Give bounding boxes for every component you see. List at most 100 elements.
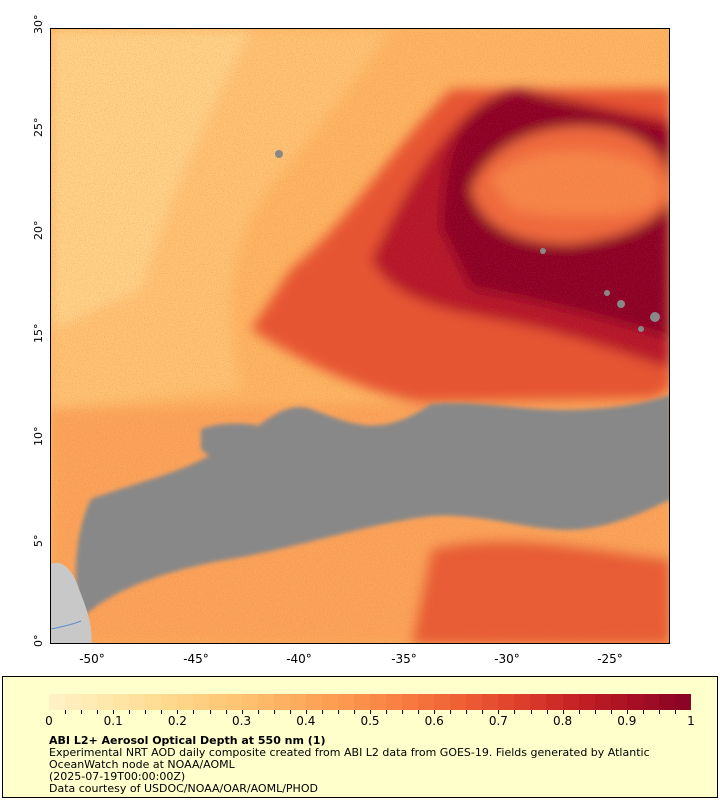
colorbar-tick-label: 1: [687, 714, 695, 728]
colorbar-segment: [434, 694, 451, 710]
colorbar-tick-mark: [466, 710, 468, 714]
colorbar-segment: [145, 694, 162, 710]
colorbar-tick-mark: [81, 710, 83, 714]
colorbar-segment: [594, 694, 611, 710]
colorbar-tick-mark: [514, 710, 516, 714]
aod-map-canvas: [51, 29, 669, 643]
lon-tick-40: -40°: [286, 652, 312, 666]
colorbar-segment: [498, 694, 515, 710]
colorbar: [49, 694, 691, 710]
colorbar-tick-mark: [257, 710, 259, 714]
legend-date: (2025-07-19T00:00:00Z): [49, 770, 186, 783]
lat-tick-30: 30°: [32, 14, 45, 35]
legend-description: Experimental NRT AOD daily composite cre…: [49, 746, 650, 759]
colorbar-tick-label: 0.9: [617, 714, 637, 728]
colorbar-tick-mark: [626, 710, 628, 714]
colorbar-tick-mark: [562, 710, 564, 714]
colorbar-tick-mark: [129, 710, 131, 714]
colorbar-tick-mark: [193, 710, 195, 714]
colorbar-tick-mark: [97, 710, 99, 714]
colorbar-segment: [626, 694, 643, 710]
colorbar-segment: [273, 694, 290, 710]
colorbar-tick-label: 0.4: [296, 714, 316, 728]
colorbar-segment: [514, 694, 531, 710]
colorbar-segment: [241, 694, 258, 710]
lat-tick-15: 15°: [32, 323, 45, 344]
lon-tick-45: -45°: [183, 652, 209, 666]
colorbar-segment: [321, 694, 338, 710]
colorbar-segment: [562, 694, 579, 710]
colorbar-tick-mark: [530, 710, 532, 714]
colorbar-segment: [113, 694, 130, 710]
colorbar-segment: [546, 694, 563, 710]
colorbar-segment: [193, 694, 210, 710]
colorbar-tick-mark: [305, 710, 307, 714]
colorbar-tick-mark: [658, 710, 660, 714]
colorbar-segment: [642, 694, 659, 710]
colorbar-segment: [402, 694, 419, 710]
colorbar-tick-mark: [145, 710, 147, 714]
colorbar-segment: [466, 694, 483, 710]
lat-tick-20: 20°: [32, 220, 45, 241]
colorbar-segment: [530, 694, 547, 710]
colorbar-tick-mark: [482, 710, 484, 714]
colorbar-tick-mark: [289, 710, 291, 714]
colorbar-tick-mark: [113, 710, 115, 714]
colorbar-segment: [97, 694, 114, 710]
colorbar-segment: [49, 694, 66, 710]
lon-tick-35: -35°: [391, 652, 417, 666]
colorbar-tick-mark: [386, 710, 388, 714]
colorbar-tick-label: 0.3: [232, 714, 252, 728]
colorbar-tick-mark: [337, 710, 339, 714]
colorbar-tick-mark: [353, 710, 355, 714]
colorbar-tick-label: 0.8: [553, 714, 573, 728]
colorbar-segment: [161, 694, 178, 710]
colorbar-tick-label: 0.6: [424, 714, 444, 728]
colorbar-segment: [81, 694, 98, 710]
colorbar-segment: [225, 694, 242, 710]
colorbar-tick-mark: [177, 710, 179, 714]
lat-tick-10: 10°: [32, 426, 45, 447]
colorbar-segment: [177, 694, 194, 710]
colorbar-tick-mark: [273, 710, 275, 714]
legend-title: ABI L2+ Aerosol Optical Depth at 550 nm …: [49, 734, 326, 747]
colorbar-tick-mark: [642, 710, 644, 714]
colorbar-segment: [337, 694, 354, 710]
colorbar-segment: [482, 694, 499, 710]
colorbar-tick-mark: [610, 710, 612, 714]
lat-tick-25: 25°: [32, 117, 45, 138]
colorbar-segment: [65, 694, 82, 710]
colorbar-tick-mark: [450, 710, 452, 714]
colorbar-tick-mark: [225, 710, 227, 714]
lon-tick-50: -50°: [79, 652, 105, 666]
colorbar-segment: [450, 694, 467, 710]
colorbar-segment: [674, 694, 691, 710]
legend-panel: 0 0.1 0.2 0.3 0.4 0.5 0.6 0.7 0.8 0.9 1 ABI L2+ Ae…: [2, 676, 718, 798]
colorbar-segment: [418, 694, 435, 710]
legend-description-cont: OceanWatch node at NOAA/AOML: [49, 758, 235, 771]
colorbar-segment: [610, 694, 627, 710]
colorbar-segment: [658, 694, 675, 710]
colorbar-tick-label: 0.7: [488, 714, 508, 728]
colorbar-segment: [209, 694, 226, 710]
colorbar-segment: [129, 694, 146, 710]
colorbar-segment: [353, 694, 370, 710]
colorbar-segment: [385, 694, 403, 710]
lat-tick-5: 5°: [32, 534, 45, 548]
aod-map: [50, 28, 670, 644]
colorbar-segment: [305, 694, 322, 710]
colorbar-tick-mark: [578, 710, 580, 714]
colorbar-tick-mark: [321, 710, 323, 714]
lon-tick-25: -25°: [597, 652, 623, 666]
colorbar-tick-mark: [402, 710, 404, 714]
lon-tick-30: -30°: [494, 652, 520, 666]
colorbar-tick-mark: [674, 710, 676, 714]
colorbar-tick-mark: [418, 710, 420, 714]
colorbar-tick-mark: [434, 710, 436, 714]
colorbar-segment: [257, 694, 274, 710]
colorbar-tick-mark: [209, 710, 211, 714]
colorbar-tick-label: 0.1: [103, 714, 123, 728]
lat-tick-0: 0°: [32, 634, 45, 648]
colorbar-tick-mark: [546, 710, 548, 714]
colorbar-tick-mark: [161, 710, 163, 714]
